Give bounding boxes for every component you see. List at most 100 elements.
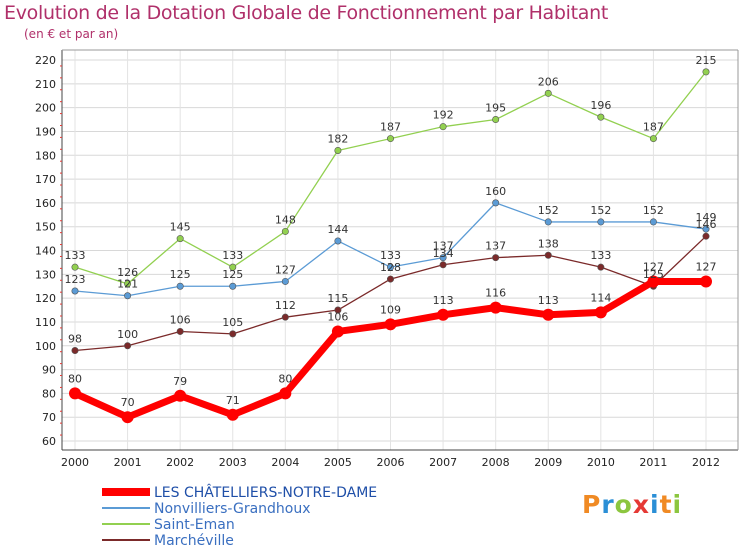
logo-letter: r — [601, 490, 615, 519]
data-point — [281, 313, 289, 321]
data-point — [281, 227, 289, 235]
data-label: 127 — [643, 260, 664, 273]
data-point — [489, 301, 502, 314]
data-label: 115 — [327, 292, 348, 305]
data-point — [702, 232, 710, 240]
y-tick-label: 150 — [35, 221, 56, 234]
data-label: 133 — [590, 249, 611, 262]
data-label: 192 — [433, 109, 454, 122]
data-point — [229, 263, 237, 271]
data-point — [124, 292, 132, 300]
data-point — [331, 325, 344, 338]
data-label: 187 — [643, 121, 664, 134]
legend-label: Marchéville — [154, 533, 234, 549]
y-tick-label: 110 — [35, 316, 56, 329]
data-label: 182 — [327, 132, 348, 145]
data-point — [226, 408, 239, 421]
logo-letter: P — [582, 490, 602, 519]
data-point — [439, 123, 447, 131]
data-label: 70 — [121, 396, 135, 409]
data-point — [492, 199, 500, 207]
data-point — [281, 277, 289, 285]
data-point — [597, 113, 605, 121]
data-point — [176, 235, 184, 243]
data-point — [439, 254, 447, 262]
data-label: 160 — [485, 185, 506, 198]
y-tick-label: 160 — [35, 197, 56, 210]
data-label: 149 — [696, 211, 717, 224]
data-point — [437, 308, 450, 321]
x-tick-label: 2008 — [482, 456, 510, 469]
chart-subtitle: (en € et par an) — [24, 27, 119, 41]
x-tick-label: 2007 — [429, 456, 457, 469]
data-point — [71, 263, 79, 271]
data-label: 79 — [173, 375, 187, 388]
data-label: 71 — [226, 394, 240, 407]
y-tick-label: 60 — [42, 435, 56, 448]
y-tick-label: 170 — [35, 173, 56, 186]
data-point — [384, 318, 397, 331]
x-tick-label: 2000 — [61, 456, 89, 469]
legend-label: Saint-Eman — [154, 517, 235, 533]
data-point — [229, 282, 237, 290]
y-tick-label: 140 — [35, 245, 56, 258]
data-label: 152 — [538, 204, 559, 217]
data-label-layer: 133 126 145 133 148 182 187 192 195 206 196 187 215 1… — [65, 54, 717, 409]
data-label: 114 — [590, 291, 611, 304]
data-label: 148 — [275, 213, 296, 226]
logo-letter: o — [614, 490, 633, 519]
data-label: 109 — [380, 303, 401, 316]
data-point — [544, 218, 552, 226]
data-point — [124, 342, 132, 350]
data-label: 105 — [222, 316, 243, 329]
x-tick-label: 2005 — [324, 456, 352, 469]
data-label: 100 — [117, 328, 138, 341]
data-label: 127 — [275, 263, 296, 276]
data-point — [649, 135, 657, 143]
logo-letter: x — [632, 490, 650, 519]
logo-letter: i — [650, 490, 660, 519]
data-label: 152 — [643, 204, 664, 217]
series-layer — [69, 68, 712, 424]
data-label: 113 — [538, 294, 559, 307]
data-point — [597, 218, 605, 226]
data-point — [439, 261, 447, 269]
data-point — [544, 89, 552, 97]
data-point — [542, 308, 555, 321]
data-point — [702, 68, 710, 76]
x-tick-label: 2010 — [587, 456, 615, 469]
data-point — [700, 275, 712, 288]
data-point — [71, 347, 79, 355]
y-tick-label: 130 — [35, 268, 56, 281]
data-label: 125 — [643, 268, 664, 281]
data-point — [492, 254, 500, 262]
y-tick-label: 90 — [42, 364, 56, 377]
x-tick-label: 2006 — [377, 456, 405, 469]
data-label: 137 — [485, 240, 506, 253]
data-point — [647, 275, 660, 288]
data-label: 146 — [696, 218, 717, 231]
data-point — [386, 135, 394, 143]
y-tick-label: 200 — [35, 102, 56, 115]
data-label: 133 — [222, 249, 243, 262]
data-label: 106 — [170, 313, 191, 326]
x-tick-label: 2004 — [271, 456, 299, 469]
data-point — [386, 275, 394, 283]
data-label: 134 — [433, 247, 454, 260]
y-tick-label: 220 — [35, 54, 56, 67]
data-label: 128 — [380, 261, 401, 274]
data-label: 138 — [538, 237, 559, 250]
data-point — [649, 218, 657, 226]
data-label: 125 — [170, 268, 191, 281]
x-tick-label: 2012 — [692, 456, 720, 469]
data-point — [124, 280, 132, 288]
data-point — [492, 116, 500, 124]
data-label: 152 — [590, 204, 611, 217]
chart-title: Evolution de la Dotation Globale de Fonc… — [4, 2, 609, 24]
data-point — [334, 146, 342, 154]
x-tick-label: 2001 — [114, 456, 142, 469]
data-label: 112 — [275, 299, 296, 312]
data-label: 80 — [68, 372, 82, 385]
